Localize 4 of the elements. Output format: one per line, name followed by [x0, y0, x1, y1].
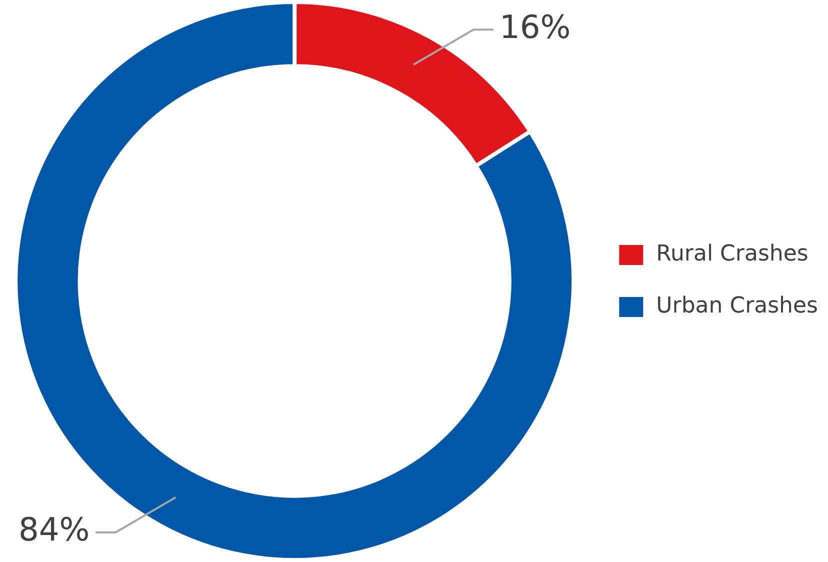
legend-label: Urban Crashes [656, 294, 818, 319]
data-label: 84% [18, 510, 90, 549]
data-label: 16% [500, 8, 571, 46]
legend-label: Rural Crashes [656, 242, 808, 267]
